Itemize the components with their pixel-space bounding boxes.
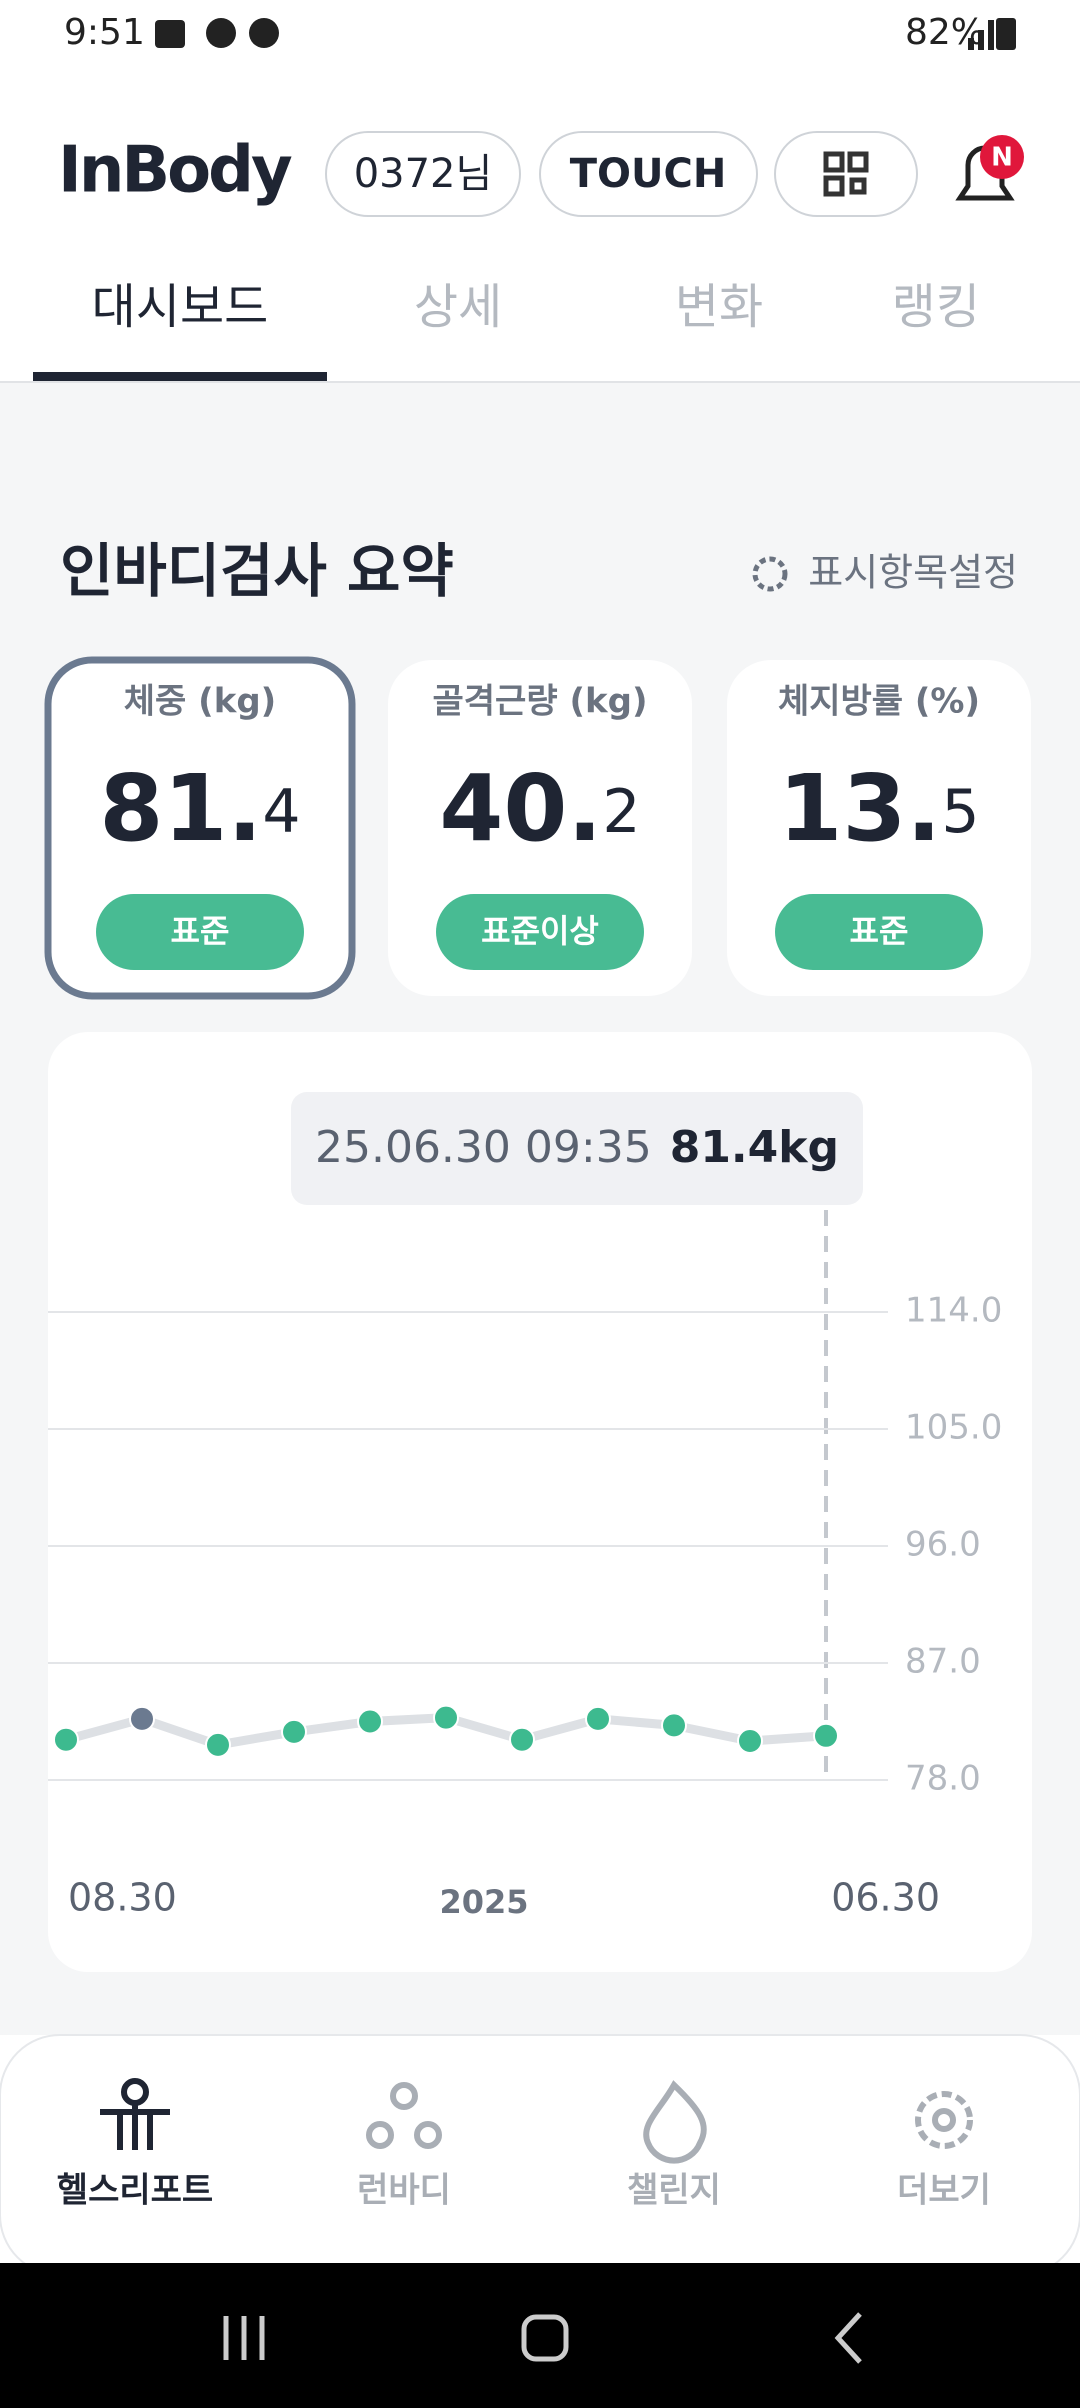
touch-pill[interactable] (539, 131, 758, 217)
touch[interactable]: TOUCH (570, 151, 727, 197)
data-point (737, 1728, 763, 1754)
y-tick-label: 87.0 (905, 1642, 981, 1682)
tab[interactable]: 상세 (414, 279, 502, 335)
data-point (509, 1726, 535, 1753)
qr-icon (823, 151, 869, 197)
value-dec: 5 (941, 777, 979, 847)
system-nav (0, 2263, 1080, 2408)
data-point (585, 1705, 611, 1732)
nav-label[interactable]: 런바디 (357, 2171, 451, 2211)
card-title: 체중 (kg) (124, 682, 276, 722)
card-value: 81.4 (99, 755, 300, 862)
y-tick-label: 114.0 (905, 1291, 1002, 1331)
tab-underline (33, 372, 327, 381)
tab-divider (0, 381, 1080, 383)
card-value: 40.2 (439, 755, 640, 862)
value-int: 13. (778, 755, 941, 862)
value-dec: 2 (602, 777, 640, 847)
status-badge (96, 894, 304, 970)
tab[interactable]: 대시보드 (92, 279, 269, 335)
data-point (205, 1731, 231, 1758)
badge-text: 표준이상 (481, 912, 599, 950)
clock: 9:51 (64, 12, 145, 53)
bell[interactable]: N (955, 135, 1024, 201)
data-point (53, 1726, 79, 1753)
value-dec: 4 (262, 777, 300, 847)
value-int: 81. (99, 755, 262, 862)
y-tick-label: 105.0 (905, 1408, 1002, 1448)
logo: InBody (58, 134, 292, 208)
data-point (813, 1722, 839, 1749)
bottom-nav (0, 2034, 1080, 2276)
status-badge (775, 894, 983, 970)
nav-label[interactable]: 더보기 (897, 2171, 991, 2211)
user-pill[interactable] (325, 131, 521, 217)
tooltip-text: 25.06.30 09:35 81.4kg (315, 1122, 839, 1173)
data-point (357, 1708, 383, 1735)
data-point (661, 1712, 687, 1739)
badge-text: 표준 (850, 912, 909, 950)
x-label: 2025 (439, 1883, 528, 1921)
svg-text:N: N (991, 143, 1013, 173)
nav-icons (100, 2078, 973, 2164)
card-value: 13.5 (778, 755, 979, 862)
tab[interactable]: 변화 (675, 279, 763, 335)
nav-label[interactable]: 헬스리포트 (57, 2171, 213, 2211)
card-title: 골격근량 (kg) (433, 682, 648, 722)
x-label: 08.30 (68, 1876, 177, 1920)
data-point (281, 1718, 307, 1745)
badge-text: 표준 (171, 912, 230, 950)
tab[interactable]: 랭킹 (892, 279, 980, 335)
value-int: 40. (439, 755, 602, 862)
data-point (129, 1705, 155, 1732)
y-tick-label: 96.0 (905, 1525, 981, 1565)
user-id[interactable]: 0372님 (354, 151, 493, 197)
tooltip-value: 81.4kg (670, 1122, 839, 1173)
x-label: 06.30 (831, 1876, 940, 1920)
status-badge (436, 894, 644, 970)
card-title: 체지방률 (%) (778, 682, 980, 722)
data-point (433, 1704, 459, 1731)
nav-label[interactable]: 챌린지 (627, 2171, 721, 2211)
qr-button[interactable] (774, 131, 918, 217)
display-settings[interactable]: 표시항목설정 (808, 551, 1018, 595)
gear-icon (752, 556, 788, 592)
section-title: 인바디검사 요약 (60, 537, 454, 605)
tooltip-date: 25.06.30 09:35 (315, 1122, 652, 1173)
y-tick-label: 78.0 (905, 1759, 981, 1799)
tooltip (291, 1092, 863, 1205)
system-buttons (223, 2312, 862, 2364)
battery: 82% (905, 12, 985, 53)
status-icons (155, 18, 1016, 50)
